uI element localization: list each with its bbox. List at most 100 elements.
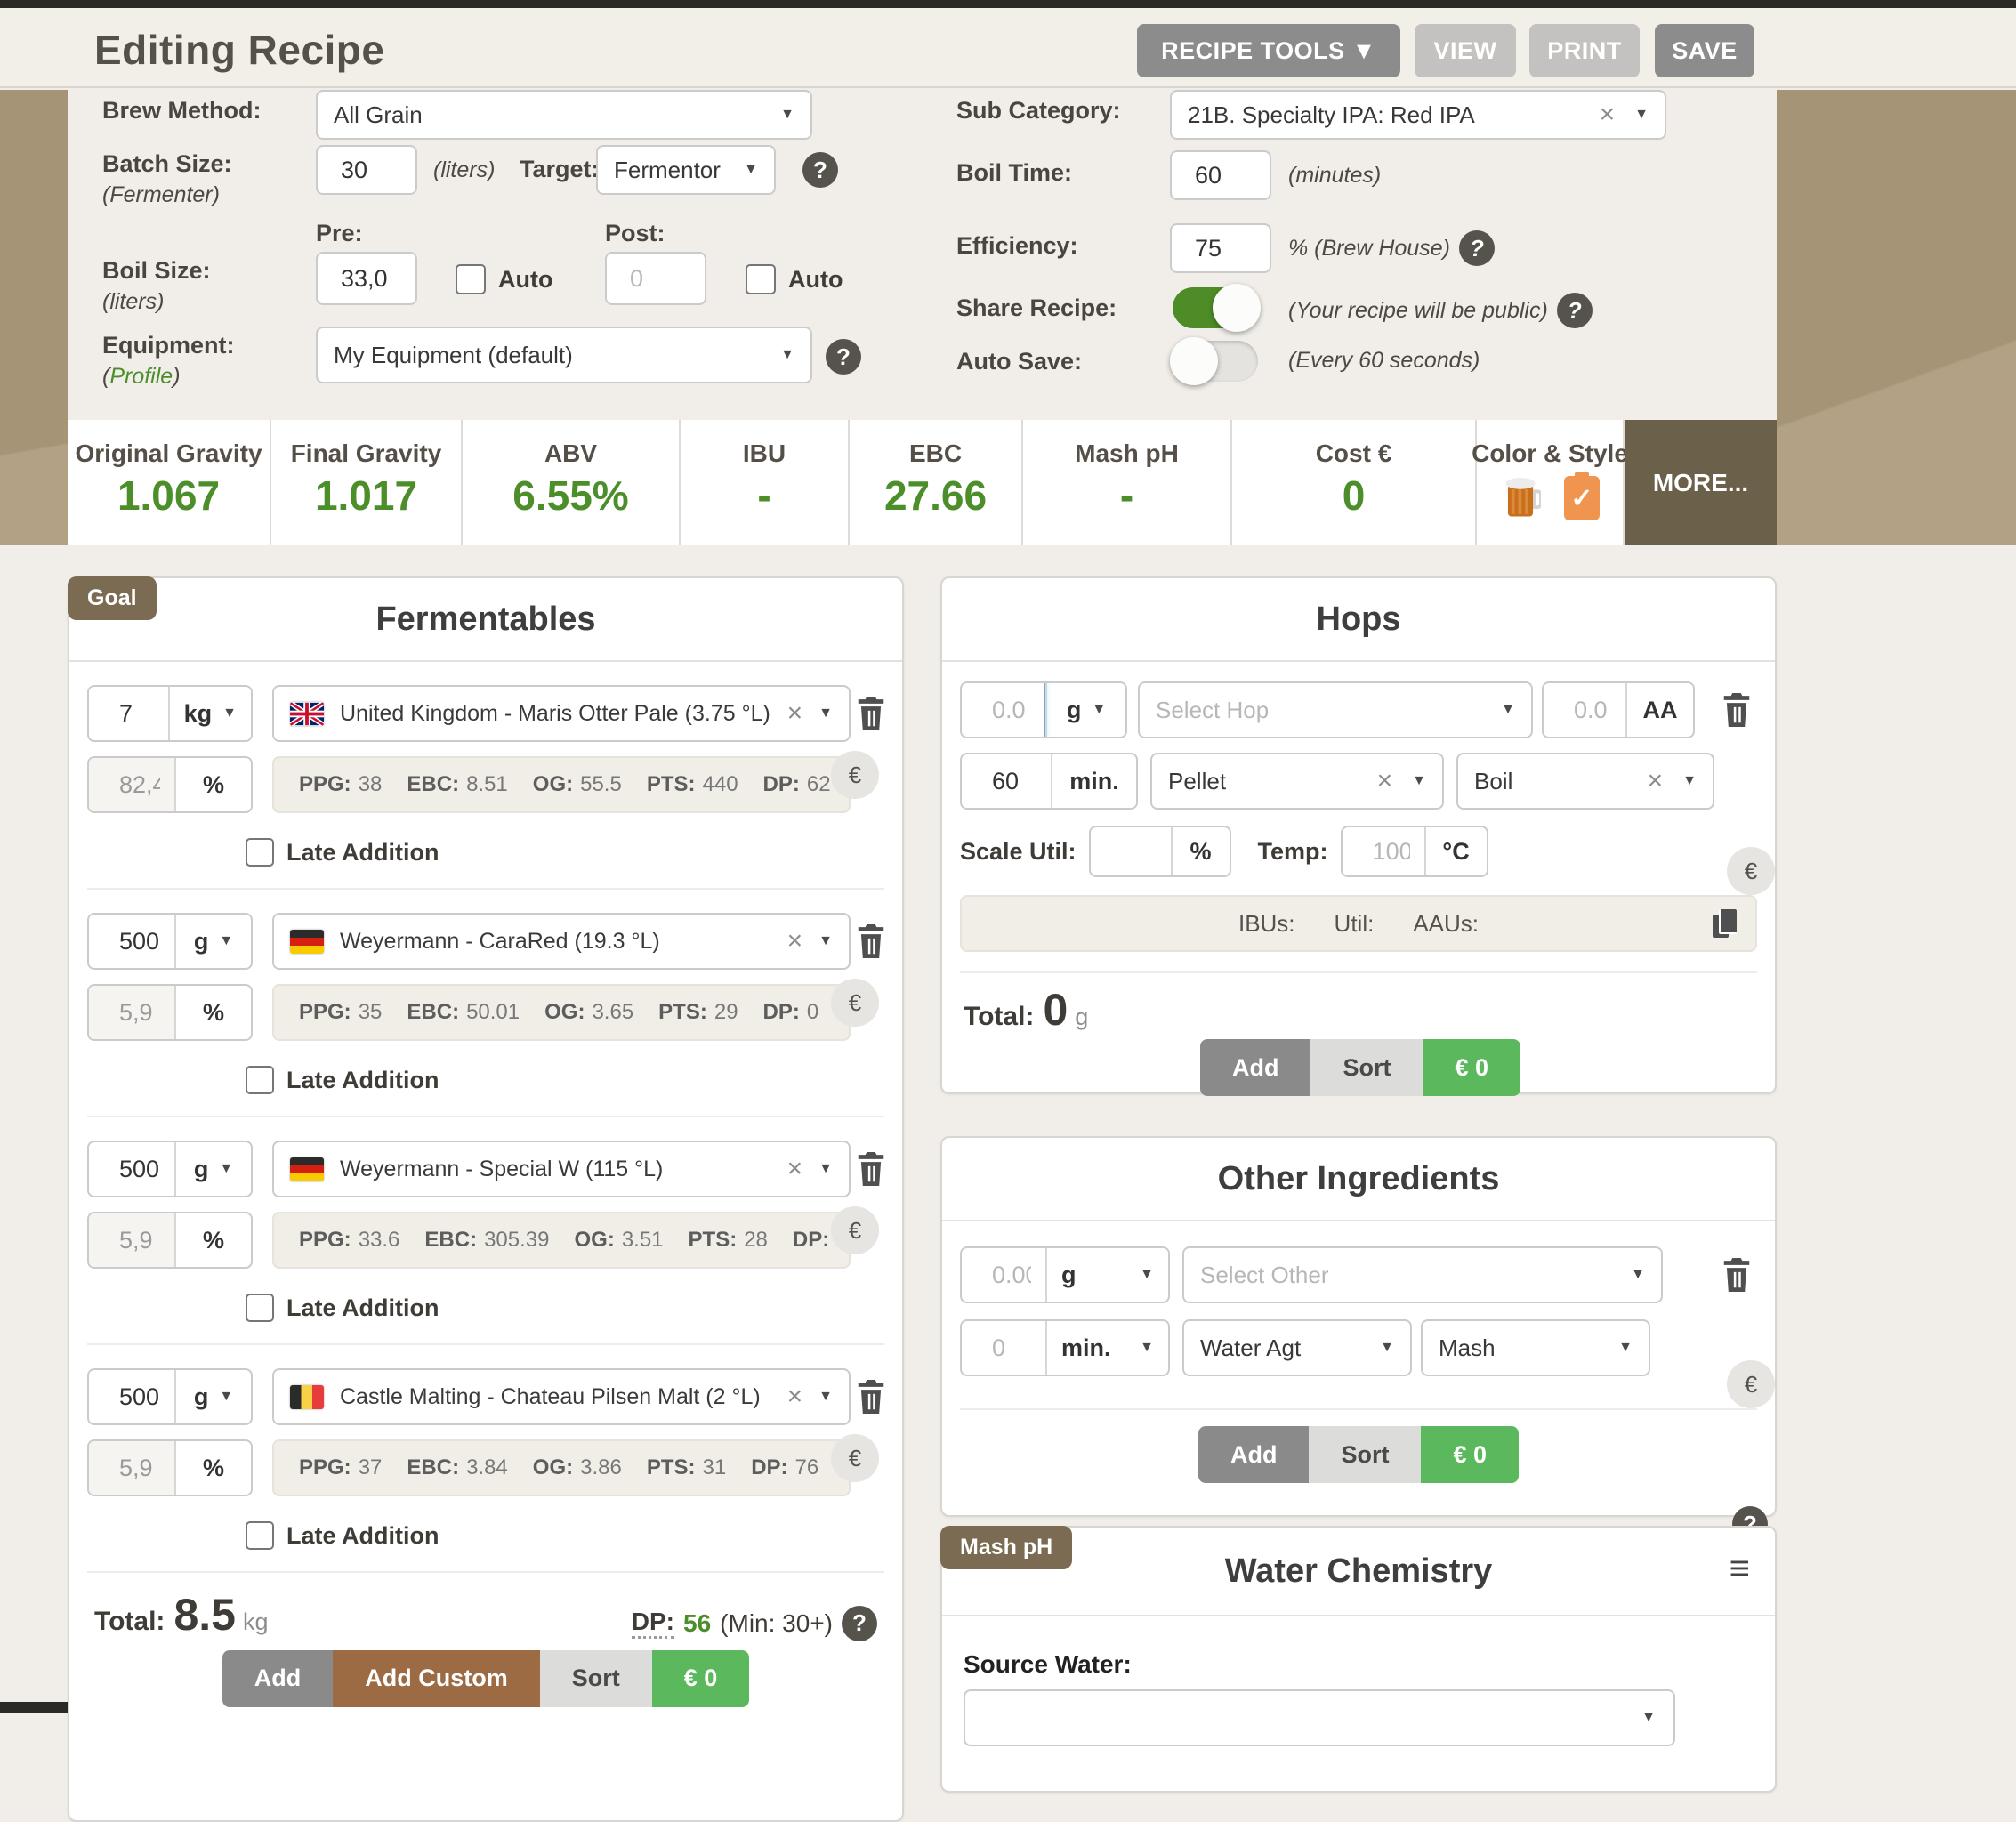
percent-input[interactable]: [103, 1226, 160, 1254]
clear-icon[interactable]: ×: [1647, 766, 1664, 795]
fermentable-select[interactable]: Weyermann - Special W (115 °L) × ▼: [272, 1141, 851, 1197]
sort-button[interactable]: Sort: [1310, 1039, 1423, 1096]
target-select[interactable]: Fermentor ▼: [596, 145, 776, 195]
amount-input[interactable]: [103, 1383, 160, 1411]
cost-button[interactable]: € 0: [1421, 1426, 1520, 1483]
amount-input[interactable]: [103, 927, 160, 955]
cost-euro-icon[interactable]: €: [831, 1434, 879, 1482]
auto-save-toggle[interactable]: [1170, 337, 1258, 385]
cost-euro-icon[interactable]: €: [831, 751, 879, 799]
temp-input[interactable]: [1356, 837, 1410, 866]
clear-icon[interactable]: ×: [1599, 100, 1616, 129]
beer-mug-icon[interactable]: [1500, 475, 1541, 521]
late-addition-checkbox[interactable]: [246, 1294, 274, 1322]
clear-icon[interactable]: ×: [786, 926, 803, 955]
save-button[interactable]: SAVE: [1655, 24, 1754, 77]
dp-help-icon[interactable]: ?: [842, 1605, 877, 1641]
source-water-select[interactable]: ▼: [964, 1689, 1675, 1746]
add-hop-button[interactable]: Add: [1199, 1039, 1311, 1096]
boil-size-post-input[interactable]: [605, 252, 706, 305]
unit-select[interactable]: g ▼: [174, 1370, 251, 1423]
menu-icon[interactable]: ≡: [1729, 1549, 1750, 1588]
recipe-tools-button[interactable]: RECIPE TOOLS ▼: [1137, 24, 1400, 77]
fermentable-select[interactable]: Weyermann - CaraRed (19.3 °L) × ▼: [272, 913, 851, 970]
cost-button[interactable]: € 0: [1423, 1039, 1521, 1096]
cost-euro-icon[interactable]: €: [831, 1206, 879, 1254]
delete-icon[interactable]: [851, 694, 891, 733]
clear-icon[interactable]: ×: [786, 698, 803, 728]
dp-label[interactable]: DP:: [631, 1608, 675, 1639]
stat-mash-ph: Mash pH -: [1023, 420, 1232, 545]
other-time-input[interactable]: [976, 1334, 1031, 1362]
share-help-icon[interactable]: ?: [1556, 293, 1593, 328]
clear-icon[interactable]: ×: [1376, 766, 1393, 795]
amount-input[interactable]: [103, 1155, 160, 1183]
share-recipe-toggle[interactable]: [1173, 284, 1261, 332]
fermentable-select[interactable]: Castle Malting - Chateau Pilsen Malt (2 …: [272, 1368, 851, 1425]
cost-button[interactable]: € 0: [651, 1649, 750, 1707]
unit-select[interactable]: kg ▼: [167, 687, 251, 740]
late-addition-checkbox[interactable]: [246, 1066, 274, 1094]
delete-icon[interactable]: [851, 1377, 891, 1416]
other-select[interactable]: Select Other ▼: [1182, 1246, 1663, 1303]
late-addition-checkbox[interactable]: [246, 1521, 274, 1550]
efficiency-help-icon[interactable]: ?: [1459, 230, 1495, 266]
late-addition-checkbox[interactable]: [246, 838, 274, 867]
other-time-unit-select[interactable]: min. ▼: [1045, 1321, 1168, 1375]
hop-aa-input[interactable]: [1558, 696, 1611, 724]
hop-time-input[interactable]: [976, 767, 1036, 795]
delete-icon[interactable]: [851, 922, 891, 961]
clear-icon[interactable]: ×: [786, 1382, 803, 1411]
batch-size-input[interactable]: [316, 145, 417, 195]
percent-input[interactable]: [103, 770, 160, 799]
hop-unit-select[interactable]: g ▼: [1045, 683, 1125, 737]
view-button[interactable]: VIEW: [1415, 24, 1516, 77]
sub-category-select[interactable]: 21B. Specialty IPA: Red IPA × ▼: [1170, 90, 1666, 140]
percent-input[interactable]: [103, 998, 160, 1027]
equipment-select[interactable]: My Equipment (default) ▼: [316, 327, 812, 383]
cost-euro-icon[interactable]: €: [831, 979, 879, 1027]
delete-icon[interactable]: [1716, 1255, 1757, 1294]
add-custom-button[interactable]: Add Custom: [333, 1649, 540, 1707]
unit-select[interactable]: g ▼: [174, 1142, 251, 1196]
delete-icon[interactable]: [1716, 690, 1757, 730]
print-button[interactable]: PRINT: [1529, 24, 1640, 77]
more-button[interactable]: MORE...: [1625, 420, 1777, 545]
goal-badge[interactable]: Goal: [68, 576, 157, 620]
style-clipboard-icon[interactable]: ✓: [1564, 472, 1600, 520]
other-unit-select[interactable]: g ▼: [1045, 1248, 1168, 1302]
profile-link[interactable]: Profile: [109, 364, 173, 389]
fermentable-select[interactable]: United Kingdom - Maris Otter Pale (3.75 …: [272, 685, 851, 742]
scale-util-input[interactable]: [1104, 837, 1157, 866]
hop-use-select[interactable]: Boil × ▼: [1456, 753, 1714, 810]
mash-ph-badge[interactable]: Mash pH: [940, 1526, 1073, 1569]
other-use-select[interactable]: Mash ▼: [1421, 1319, 1650, 1376]
target-help-icon[interactable]: ?: [802, 152, 838, 188]
sort-button[interactable]: Sort: [539, 1649, 652, 1707]
clear-icon[interactable]: ×: [786, 1154, 803, 1183]
efficiency-input[interactable]: [1170, 223, 1271, 273]
add-fermentable-button[interactable]: Add: [222, 1649, 334, 1707]
add-other-button[interactable]: Add: [1198, 1426, 1310, 1483]
equipment-help-icon[interactable]: ?: [826, 339, 861, 375]
hop-amount-input[interactable]: [976, 696, 1029, 724]
copy-icon[interactable]: [1713, 909, 1737, 939]
hop-type-select[interactable]: Pellet × ▼: [1150, 753, 1444, 810]
amount-input[interactable]: [103, 699, 154, 728]
dp-value: 56: [683, 1608, 712, 1637]
percent-input[interactable]: [103, 1454, 160, 1482]
cost-euro-icon[interactable]: €: [1727, 1360, 1775, 1408]
other-type-select[interactable]: Water Agt ▼: [1182, 1319, 1412, 1376]
boil-pre-auto-checkbox[interactable]: [456, 264, 486, 294]
sort-button[interactable]: Sort: [1309, 1426, 1422, 1483]
brew-method-select[interactable]: All Grain ▼: [316, 90, 812, 140]
caret-down-icon: ▼: [744, 162, 758, 177]
boil-size-pre-input[interactable]: [316, 252, 417, 305]
other-amount-input[interactable]: [976, 1261, 1031, 1289]
hop-select[interactable]: Select Hop ▼: [1138, 681, 1533, 738]
unit-select[interactable]: g ▼: [174, 915, 251, 968]
delete-icon[interactable]: [851, 1149, 891, 1189]
boil-time-input[interactable]: [1170, 150, 1271, 200]
boil-post-auto-checkbox[interactable]: [746, 264, 776, 294]
cost-euro-icon[interactable]: €: [1727, 847, 1775, 895]
